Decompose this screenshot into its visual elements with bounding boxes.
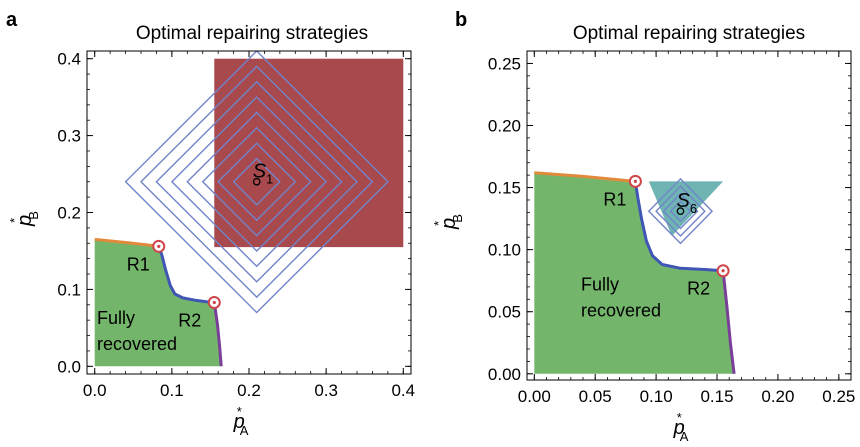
x-tick-label: 0.4 [391, 381, 415, 400]
x-axis-label-sub: A [680, 429, 689, 444]
y-tick-label: 0.1 [57, 280, 81, 299]
panel-a-plot-area: 0.0 0.1 0.2 0.3 0.40.00.10.20.30.4p* Ap*BFull… [7, 50, 415, 438]
contour-line [186, 111, 328, 252]
x-axis-label-main: p [673, 417, 685, 439]
contour-line [140, 65, 374, 299]
panel-b-marks [534, 171, 736, 374]
panel-b-title: Optimal repairing strategies [573, 23, 805, 44]
x-tick-label: 0.10 [640, 387, 673, 406]
point-r2-dot [212, 300, 216, 305]
x-axis-label-sub: A [240, 423, 249, 438]
target-point-label-sub: 1 [266, 172, 273, 187]
x-tick-label: 0.05 [579, 387, 612, 406]
panel-a: a Optimal repairing strategies 0.0 0.1 0.2… [6, 9, 415, 438]
y-axis-label-sub: B [26, 211, 41, 220]
y-tick-label: 0.4 [57, 50, 81, 69]
fully-recovered-label: Fully recovered [97, 308, 177, 354]
y-tick-label: 0.0 [57, 357, 81, 376]
boundary-middle-curve [633, 181, 724, 273]
boundary-middle-curve [157, 245, 215, 304]
point-r2-label: R2 [687, 279, 710, 299]
contour-line [662, 192, 699, 230]
contour-line [201, 126, 312, 237]
point-r2-dot [721, 269, 725, 273]
panel-a-title: Optimal repairing strategies [136, 23, 368, 44]
x-axis-label-sup: * [677, 410, 682, 425]
panel-b-plot-area: 0.00 0.05 0.10 0.15 0.20 0.25 0.00 0.05 0.10 0.15… [431, 50, 855, 444]
fully-recovered-line-2: recovered [97, 334, 177, 354]
fully-recovered-line-1: Fully [97, 308, 135, 328]
contour-line [669, 200, 692, 223]
y-tick-label: 0.10 [488, 241, 521, 260]
x-axis-label-sup: * [237, 404, 242, 419]
target-point-label-sub: 6 [690, 201, 697, 216]
fully-recovered-line-2: recovered [581, 301, 661, 321]
fully-recovered-line-1: Fully [581, 275, 619, 295]
x-tick-label: 0.25 [822, 387, 855, 406]
x-tick-label: 0.1 [160, 381, 184, 400]
y-tick-label: 0.15 [488, 179, 521, 198]
point-r2-label: R2 [178, 310, 201, 330]
boundary-right-curve [212, 302, 223, 367]
point-r1-dot [157, 244, 161, 248]
y-tick-label: 0.25 [488, 54, 521, 73]
target-point-label-main: S [676, 190, 690, 212]
panel-a-letter: a [6, 9, 18, 31]
contour-line [232, 157, 281, 206]
y-tick-label: 0.3 [57, 127, 81, 146]
panel-b-letter: b [455, 9, 467, 31]
contour-line [170, 96, 343, 268]
x-tick-label: 0.0 [83, 381, 107, 400]
x-tick-label: 0.15 [700, 387, 733, 406]
y-tick-label: 0.05 [488, 303, 521, 322]
target-point-marker [252, 177, 261, 186]
panel-b: b Optimal repairing strategies 0.00 0.05 0… [431, 9, 855, 444]
y-axis-label-sup: * [7, 218, 22, 223]
x-tick-label: 0.20 [761, 387, 794, 406]
x-tick-label: 0.3 [314, 381, 338, 400]
y-tick-label: 0.2 [57, 204, 81, 223]
contour-line [655, 185, 706, 237]
contour-line [217, 142, 297, 222]
point-r1-label: R1 [127, 254, 150, 274]
point-r1-label: R1 [603, 189, 626, 209]
target-point-label-main: S [253, 161, 267, 183]
y-axis-label-sub: B [450, 214, 465, 223]
x-axis-label: p* A [673, 410, 689, 444]
contour-line [124, 51, 389, 314]
x-axis-label-main: p [233, 411, 245, 433]
panel-a-marks [94, 51, 404, 367]
y-tick-label: 0.00 [488, 365, 521, 384]
target-region [214, 58, 404, 248]
x-tick-label: 0.00 [518, 387, 551, 406]
y-axis-label: p* B [431, 214, 465, 230]
contour-line [647, 177, 714, 245]
target-point-label: S6 [676, 190, 697, 216]
y-axis-label-main: p [438, 218, 460, 230]
y-axis-label-sup: * [431, 221, 446, 226]
y-axis-label-main: p [14, 215, 36, 227]
target-point-marker [676, 207, 685, 216]
y-axis-label: p* B [7, 211, 41, 227]
fully-recovered-label: Fully recovered [581, 275, 661, 321]
plot-frame [526, 50, 852, 381]
y-tick-label: 0.20 [488, 116, 521, 135]
fully-recovered-region [534, 172, 735, 374]
boundary-top-curve [94, 237, 159, 248]
x-tick-label: 0.2 [237, 381, 261, 400]
point-r1-dot [633, 179, 638, 183]
boundary-right-curve [721, 270, 736, 374]
x-axis-label: p* A [233, 404, 249, 438]
contour-line [155, 80, 358, 283]
fully-recovered-region [94, 239, 222, 367]
target-point-label: S1 [253, 161, 274, 187]
boundary-top-curve [534, 171, 636, 183]
